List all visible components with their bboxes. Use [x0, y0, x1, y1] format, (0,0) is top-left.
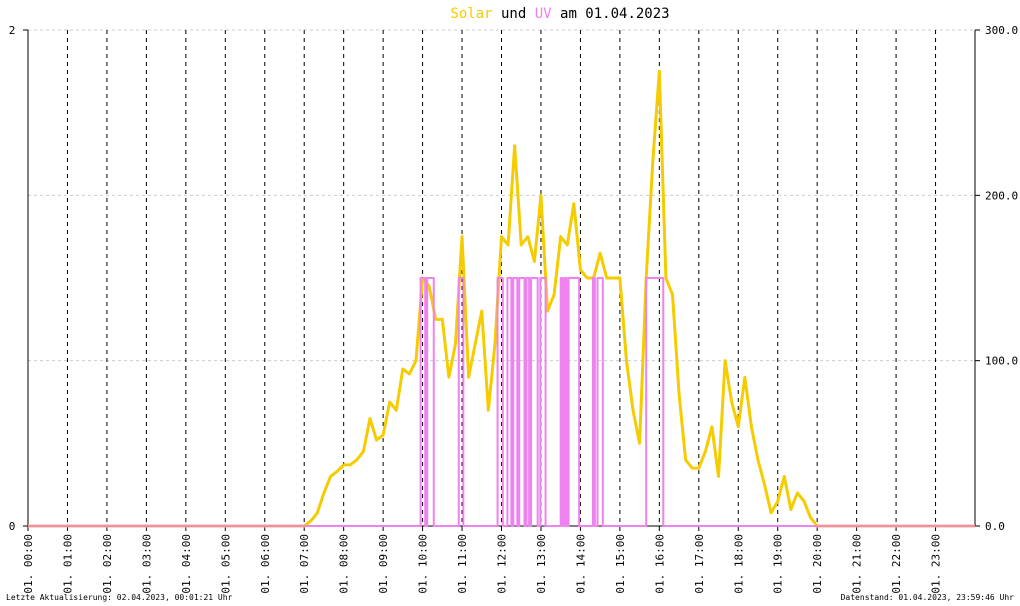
title-uv: UV: [535, 6, 552, 22]
x-tick-label: 01. 05:00: [219, 534, 232, 594]
x-tick-label: 01. 11:00: [456, 534, 469, 594]
y2-tick-label: 100.0: [985, 355, 1018, 368]
uv-line: [28, 277, 975, 527]
x-tick-label: 01. 19:00: [772, 534, 785, 594]
y2-tick-label: 0.0: [985, 520, 1005, 533]
x-tick-label: 01. 20:00: [811, 534, 824, 594]
x-tick-label: 01. 02:00: [101, 534, 114, 594]
x-tick-label: 01. 12:00: [496, 534, 509, 594]
x-tick-label: 01. 18:00: [732, 534, 745, 594]
x-tick-label: 01. 09:00: [377, 534, 390, 594]
title-connector: und: [501, 6, 526, 22]
x-tick-label: 01. 03:00: [140, 534, 153, 594]
y-tick-label: 0: [9, 520, 16, 533]
footer-left: Letzte Aktualisierung: 02.04.2023, 00:01…: [6, 593, 233, 602]
x-tick-label: 01. 14:00: [574, 534, 587, 594]
solar-line: [28, 69, 975, 528]
x-tick-label: 01. 16:00: [653, 534, 666, 594]
x-tick-label: 01. 08:00: [338, 534, 351, 594]
x-tick-label: 01. 10:00: [417, 534, 430, 594]
x-tick-label: 01. 01:00: [61, 534, 74, 594]
footer-right: Datenstand: 01.04.2023, 23:59:46 Uhr: [841, 593, 1015, 602]
x-tick-label: 01. 17:00: [693, 534, 706, 594]
x-tick-label: 01. 07:00: [298, 534, 311, 594]
y2-tick-label: 200.0: [985, 189, 1018, 202]
chart-title: Solar und UV am 01.04.2023: [450, 6, 669, 22]
x-tick-label: 01. 13:00: [535, 534, 548, 594]
y-tick-label: 2: [9, 24, 16, 37]
title-date: am 01.04.2023: [560, 6, 670, 22]
x-tick-label: 01. 00:00: [22, 534, 35, 594]
x-tick-label: 01. 21:00: [851, 534, 864, 594]
x-tick-label: 01. 22:00: [890, 534, 903, 594]
x-tick-label: 01. 23:00: [930, 534, 943, 594]
title-solar: Solar: [450, 6, 492, 22]
x-tick-label: 01. 04:00: [180, 534, 193, 594]
x-tick-label: 01. 06:00: [259, 534, 272, 594]
x-tick-label: 01. 15:00: [614, 534, 627, 594]
y2-tick-label: 300.0: [985, 24, 1018, 37]
